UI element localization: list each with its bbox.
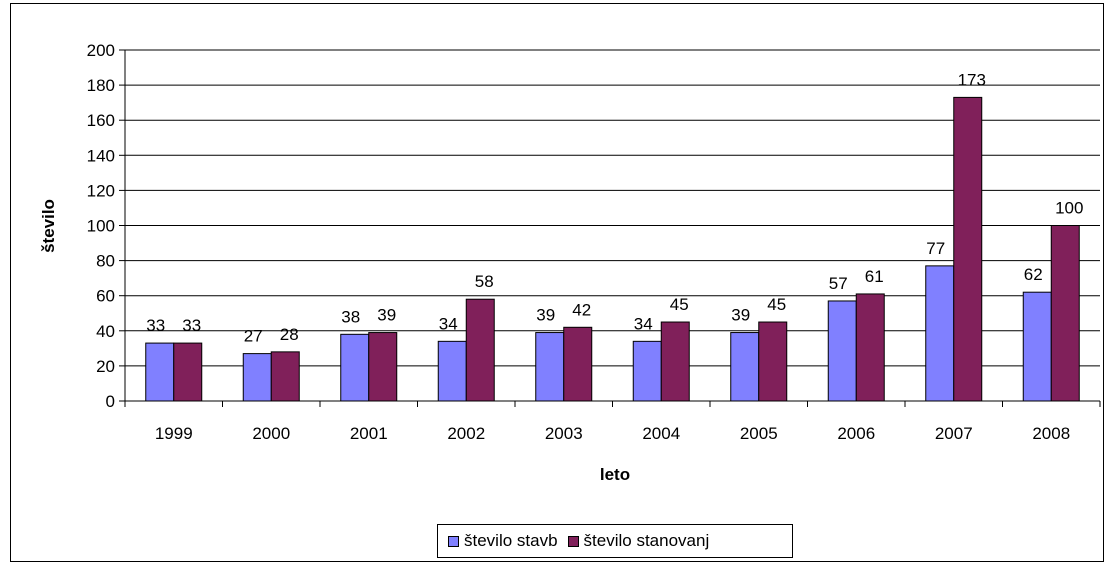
bar-stanovanj (270, 351, 300, 402)
legend-swatch-stanovanj (567, 535, 579, 547)
x-tick-label: 2002 (447, 424, 485, 443)
bar-stavb (925, 265, 955, 402)
legend-item-stavb: število stavb (448, 531, 558, 551)
y-axis-title: število (39, 199, 58, 253)
data-label: 39 (377, 306, 396, 325)
bar-stanovanj (368, 332, 398, 402)
x-axis-title: leto (600, 465, 630, 484)
bar-stanovanj (563, 326, 593, 402)
x-tick-label: 2008 (1032, 424, 1070, 443)
x-tick-label: 2000 (252, 424, 290, 443)
data-label: 33 (146, 316, 165, 335)
data-label: 39 (731, 306, 750, 325)
bar-stavb (535, 332, 565, 402)
y-tick-label: 0 (106, 392, 115, 411)
y-tick-label: 140 (87, 146, 115, 165)
x-tick-label: 2001 (350, 424, 388, 443)
y-tick-label: 160 (87, 111, 115, 130)
bar-stanovanj (953, 96, 983, 402)
data-label: 34 (439, 314, 458, 333)
data-label: 27 (244, 327, 263, 346)
bar-stanovanj (465, 298, 495, 402)
y-tick-label: 60 (96, 287, 115, 306)
data-label: 57 (829, 274, 848, 293)
x-tick-label: 2003 (545, 424, 583, 443)
bar-stanovanj (660, 321, 690, 402)
legend-swatch-stavb (448, 535, 459, 547)
bar-stavb (340, 333, 370, 402)
bar-stanovanj (1050, 225, 1080, 402)
y-tick-label: 40 (96, 322, 115, 341)
y-tick-label: 20 (96, 357, 115, 376)
bar-stavb (632, 340, 662, 402)
bar-stanovanj (173, 342, 203, 402)
bar-stanovanj (855, 293, 885, 402)
x-tick-label: 2004 (642, 424, 680, 443)
legend-label-stavb: število stavb (464, 531, 558, 550)
legend-item-stanovanj: število stanovanj (567, 531, 710, 551)
data-label: 39 (536, 306, 555, 325)
y-tick-label: 200 (87, 41, 115, 60)
x-tick-label: 2006 (837, 424, 875, 443)
x-tick-label: 2007 (935, 424, 973, 443)
data-label: 45 (670, 295, 689, 314)
bar-stavb (242, 353, 272, 402)
legend-label-stanovanj: število stanovanj (583, 531, 710, 550)
data-label: 58 (475, 272, 494, 291)
bar-stavb (730, 332, 760, 402)
data-label: 42 (572, 300, 591, 319)
y-tick-label: 180 (87, 76, 115, 95)
data-label: 173 (958, 70, 986, 89)
data-label: 33 (182, 316, 201, 335)
data-label: 61 (865, 267, 884, 286)
axes: 0 20 40 60 80 100 120 140 160 180 200 1999 2000 2001 2… (87, 41, 1101, 443)
y-tick-label: 100 (87, 217, 115, 236)
y-tick-label: 80 (96, 252, 115, 271)
y-tick-label: 120 (87, 181, 115, 200)
chart-frame (10, 3, 1104, 562)
data-labels: 33 33 27 28 38 39 34 58 39 42 34 45 39 45 57 61 77 173 62 1… (146, 70, 1083, 345)
legend: število stavb število stanovanj (437, 524, 793, 558)
data-label: 28 (280, 325, 299, 344)
data-label: 62 (1024, 265, 1043, 284)
data-label: 77 (926, 239, 945, 258)
bar-stavb (827, 300, 857, 402)
bar-stavb (145, 342, 175, 402)
x-tick-label: 1999 (155, 424, 193, 443)
data-label: 38 (341, 307, 360, 326)
bar-stanovanj (758, 321, 788, 402)
data-label: 45 (767, 295, 786, 314)
data-label: 34 (634, 314, 653, 333)
bar-stavb (1022, 291, 1052, 402)
bar-stavb (437, 340, 467, 402)
data-label: 100 (1055, 199, 1083, 218)
x-tick-label: 2005 (740, 424, 778, 443)
